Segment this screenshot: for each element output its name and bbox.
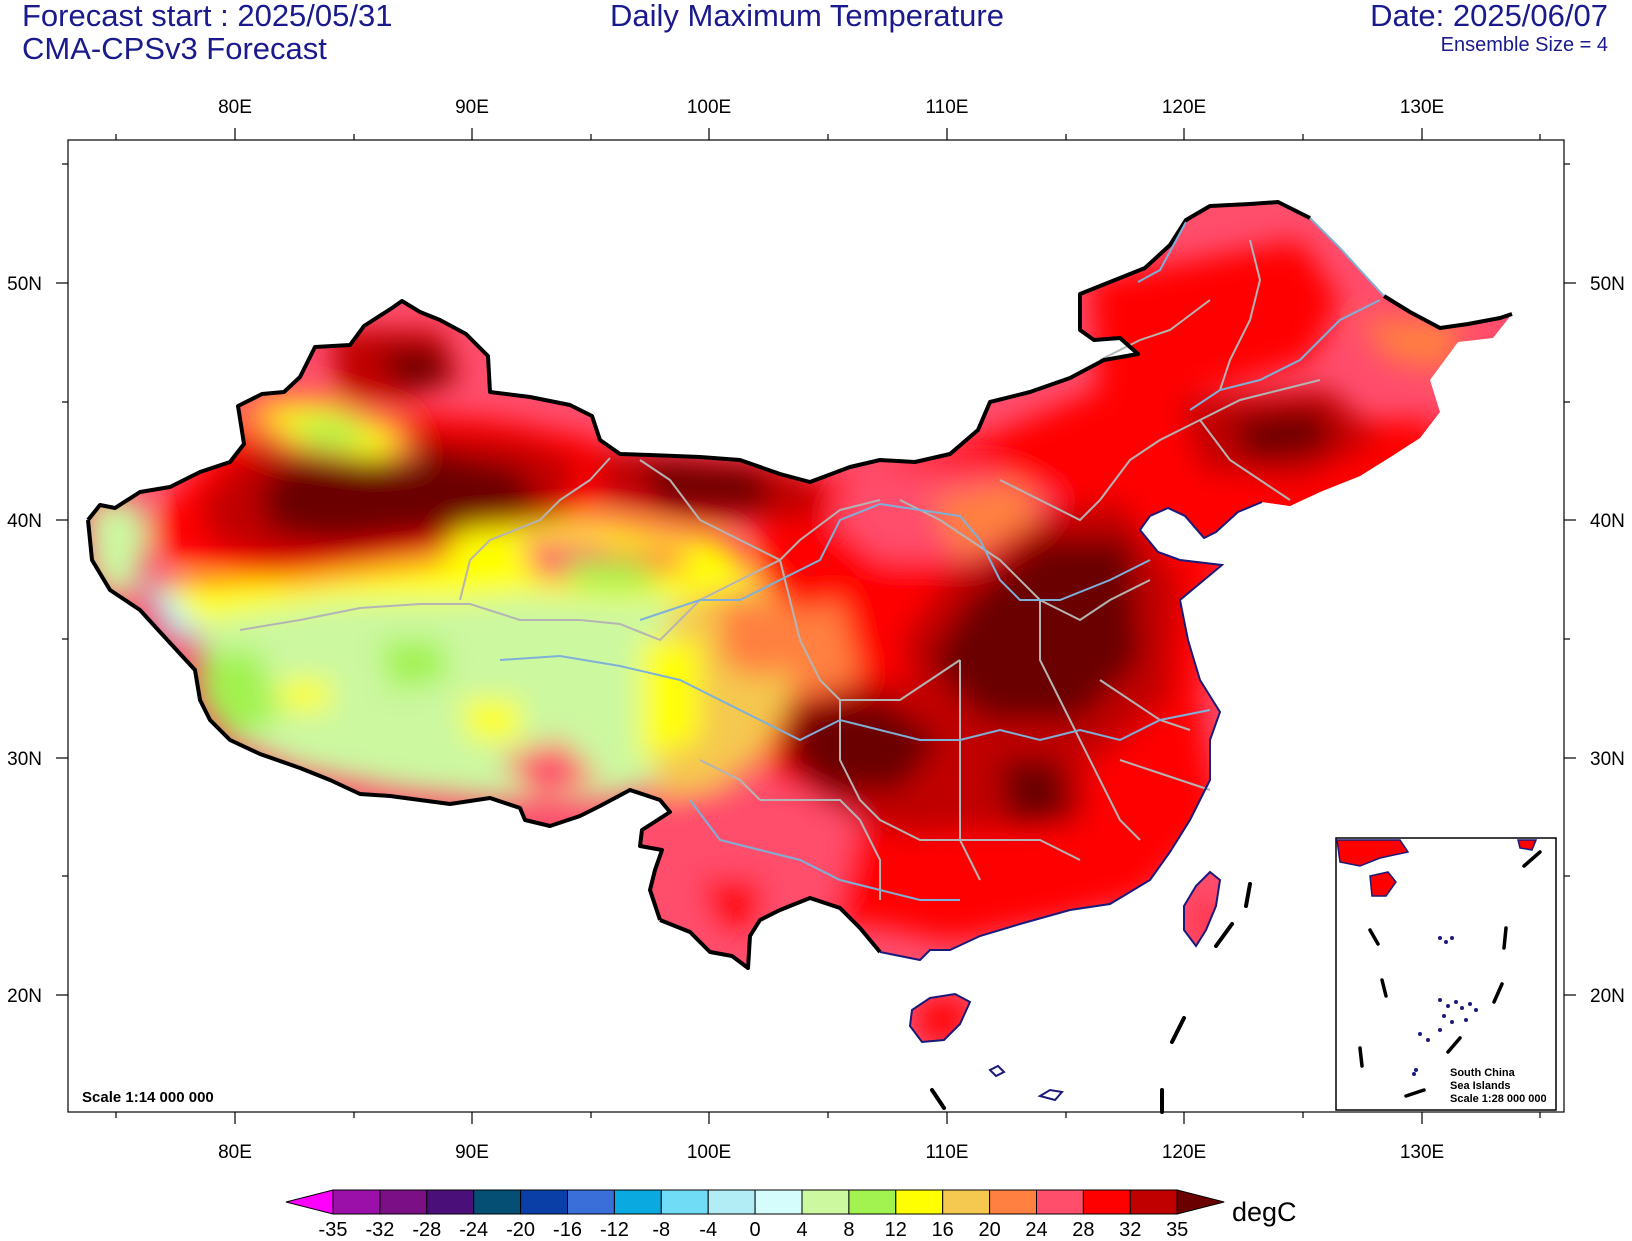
inset-title-line2: Sea Islands — [1450, 1080, 1511, 1092]
lon-label-bottom-110E: 110E — [926, 1142, 969, 1163]
colorbar-level-label: 20 — [978, 1219, 1000, 1241]
lat-label-right-30N: 30N — [1590, 749, 1625, 770]
south-china-sea-inset: South China Sea Islands Scale 1:28 000 0… — [1335, 837, 1557, 1111]
colorbar-swatch — [1176, 1189, 1225, 1215]
colorbar-level-label: 24 — [1025, 1219, 1047, 1241]
forecast-start-label: Forecast start : 2025/05/31 — [22, 0, 393, 33]
lon-label-bottom-100E: 100E — [687, 1142, 731, 1163]
colorbar-swatch — [1129, 1189, 1178, 1215]
lon-label-bottom-130E: 130E — [1400, 1142, 1444, 1163]
colorbar-swatch — [473, 1189, 522, 1215]
colorbar-level-label: -8 — [652, 1219, 670, 1241]
colorbar-swatches — [285, 1189, 1225, 1215]
lon-label-top-100E: 100E — [687, 97, 731, 118]
colorbar-level-label: -4 — [699, 1219, 717, 1241]
colorbar-swatch — [426, 1189, 475, 1215]
lon-label-top-80E: 80E — [218, 97, 252, 118]
colorbar-swatch — [520, 1189, 568, 1215]
colorbar: -35 -32 -28 -24 -20 -16 -12 -8 -4 0 4 8 12 16 20 24 28 32… — [285, 1189, 1297, 1241]
colorbar-level-label: 0 — [750, 1219, 761, 1241]
lat-label-left-50N: 50N — [7, 274, 42, 295]
lat-label-left-30N: 30N — [7, 749, 42, 770]
colorbar-level-label: 35 — [1166, 1219, 1188, 1241]
lon-label-top-120E: 120E — [1162, 97, 1206, 118]
colorbar-swatch — [332, 1189, 381, 1215]
lon-label-bottom-90E: 90E — [455, 1142, 489, 1163]
colorbar-level-label: 28 — [1072, 1219, 1094, 1241]
colorbar-level-label: 12 — [885, 1219, 907, 1241]
colorbar-labels: -35 -32 -28 -24 -20 -16 -12 -8 -4 0 4 8 12 16 20 24 28 32… — [319, 1219, 1189, 1241]
lon-label-top-90E: 90E — [455, 97, 489, 118]
colorbar-swatch — [1036, 1189, 1084, 1215]
coastline — [879, 501, 1263, 1102]
ensemble-size-label: Ensemble Size = 4 — [1440, 34, 1608, 56]
colorbar-swatch — [1082, 1189, 1131, 1215]
page-title: Daily Maximum Temperature — [610, 0, 1004, 33]
colorbar-level-label: 4 — [796, 1219, 807, 1241]
colorbar-level-label: -12 — [600, 1219, 629, 1241]
colorbar-swatch — [942, 1189, 991, 1215]
colorbar-level-label: 16 — [932, 1219, 954, 1241]
national-border — [86, 200, 1513, 970]
colorbar-swatch — [801, 1189, 850, 1215]
lat-label-right-40N: 40N — [1590, 511, 1625, 532]
lon-label-top-110E: 110E — [926, 97, 969, 118]
nine-dash-line — [930, 882, 1252, 1114]
lat-label-left-20N: 20N — [7, 986, 42, 1007]
colorbar-level-label: -20 — [506, 1219, 535, 1241]
colorbar-swatch — [613, 1189, 662, 1215]
rivers — [499, 299, 1381, 901]
valid-date-label: Date: 2025/06/07 — [1370, 0, 1608, 33]
inset-scale-label: Scale 1:28 000 000 — [1450, 1093, 1547, 1105]
model-label: CMA-CPSv3 Forecast — [22, 31, 327, 66]
colorbar-level-label: -35 — [319, 1219, 348, 1241]
inset-title-line1: South China — [1450, 1067, 1516, 1079]
lat-label-right-50N: 50N — [1590, 274, 1625, 295]
lon-label-top-130E: 130E — [1400, 97, 1444, 118]
border-rivers — [1137, 217, 1385, 297]
colorbar-swatch — [895, 1189, 944, 1215]
axis-ticks — [56, 128, 1576, 1124]
colorbar-swatch — [567, 1189, 615, 1215]
colorbar-level-label: -24 — [459, 1219, 488, 1241]
colorbar-swatch — [660, 1189, 709, 1215]
colorbar-swatch — [379, 1189, 428, 1215]
axis-labels: 80E 90E 100E 110E 120E 130E 80E 90E 100E… — [7, 97, 1625, 1163]
colorbar-level-label: -16 — [553, 1219, 582, 1241]
lat-label-left-40N: 40N — [7, 511, 42, 532]
province-boundaries — [239, 239, 1321, 900]
colorbar-swatch — [707, 1189, 756, 1215]
colorbar-level-label: -32 — [365, 1219, 394, 1241]
colorbar-level-label: 32 — [1119, 1219, 1141, 1241]
colorbar-swatch — [989, 1189, 1037, 1215]
colorbar-swatch — [848, 1189, 897, 1215]
lon-label-bottom-80E: 80E — [218, 1142, 252, 1163]
colorbar-swatch — [754, 1189, 803, 1215]
map-scale-label: Scale 1:14 000 000 — [82, 1089, 214, 1106]
lat-label-right-20N: 20N — [1590, 986, 1625, 1007]
lon-label-bottom-120E: 120E — [1162, 1142, 1206, 1163]
colorbar-unit-label: degC — [1232, 1197, 1297, 1227]
colorbar-level-label: 8 — [843, 1219, 854, 1241]
colorbar-level-label: -28 — [412, 1219, 441, 1241]
colorbar-swatch — [285, 1189, 334, 1215]
